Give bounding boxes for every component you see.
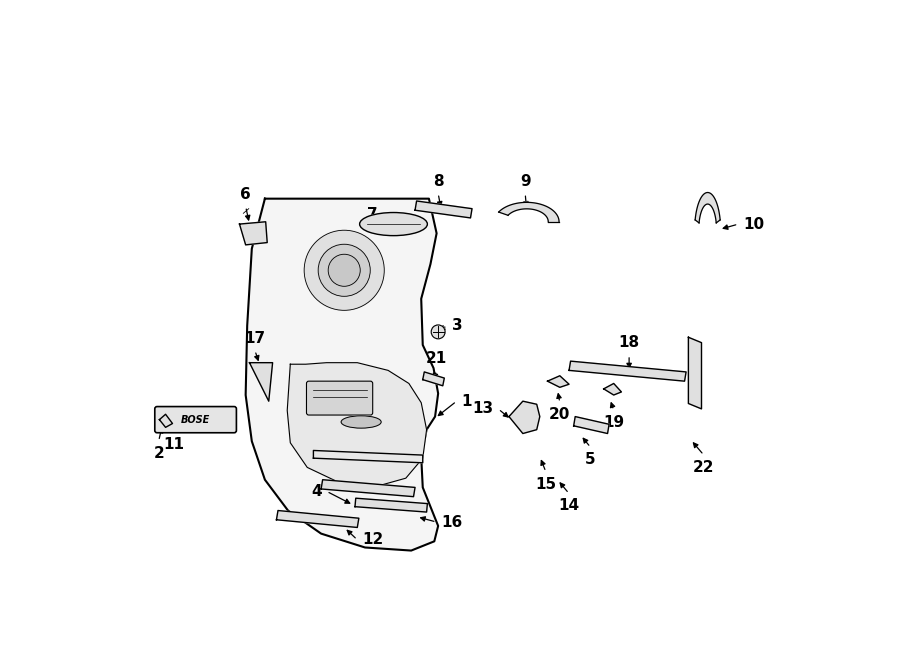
Text: 16: 16 [441,514,463,529]
Polygon shape [569,361,686,381]
Text: 13: 13 [472,401,493,416]
Text: 3: 3 [452,318,463,333]
Circle shape [319,245,370,296]
Polygon shape [499,202,559,222]
Ellipse shape [341,416,382,428]
Polygon shape [313,450,423,463]
Text: 7: 7 [367,207,378,221]
Text: 17: 17 [244,330,266,346]
Polygon shape [355,498,428,512]
Text: 19: 19 [603,415,625,430]
Text: 15: 15 [536,477,556,492]
Text: 12: 12 [362,532,383,547]
Polygon shape [547,375,569,387]
Polygon shape [249,363,273,401]
Text: 1: 1 [461,394,472,408]
Polygon shape [239,222,267,245]
Polygon shape [573,416,609,434]
Circle shape [328,254,360,286]
Polygon shape [695,192,720,223]
Text: 18: 18 [618,335,640,350]
FancyBboxPatch shape [307,381,373,415]
Text: 11: 11 [164,437,184,451]
Polygon shape [246,199,438,551]
Text: 4: 4 [311,484,322,499]
Text: BOSE: BOSE [181,414,211,424]
Polygon shape [423,372,445,386]
Polygon shape [509,401,540,434]
Text: 9: 9 [520,174,530,188]
Circle shape [431,325,446,339]
Text: 21: 21 [426,351,447,366]
Polygon shape [321,480,415,496]
Ellipse shape [360,213,427,235]
Text: 6: 6 [240,187,251,202]
Polygon shape [604,383,621,395]
Polygon shape [688,337,701,409]
Polygon shape [415,201,472,218]
FancyBboxPatch shape [155,407,237,433]
Polygon shape [276,510,359,527]
Text: 14: 14 [559,498,580,513]
Text: 22: 22 [693,459,715,475]
Text: 2: 2 [153,446,164,461]
Polygon shape [287,363,427,487]
Text: 8: 8 [433,174,444,188]
Polygon shape [159,414,173,428]
Circle shape [304,230,384,310]
Text: 5: 5 [585,452,596,467]
Text: 20: 20 [549,407,571,422]
Text: 10: 10 [743,217,764,231]
